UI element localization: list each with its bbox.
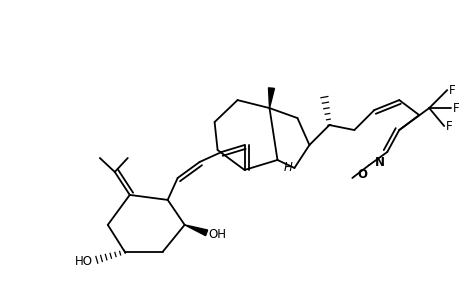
- Text: F: F: [452, 102, 459, 115]
- Text: N: N: [375, 156, 385, 169]
- Polygon shape: [268, 88, 274, 108]
- Text: OH: OH: [208, 228, 226, 241]
- Text: HO: HO: [75, 255, 93, 268]
- Text: F: F: [448, 84, 455, 97]
- Polygon shape: [184, 225, 207, 236]
- Text: H: H: [283, 161, 292, 175]
- Text: F: F: [445, 119, 452, 133]
- Text: O: O: [357, 168, 367, 181]
